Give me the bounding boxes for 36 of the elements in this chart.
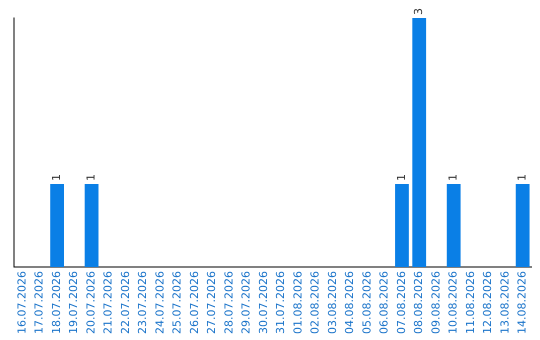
x-tick-label: 20.07.2026 (84, 271, 98, 334)
x-tick-label: 08.08.2026 (412, 271, 426, 334)
x-tick-label: 19.07.2026 (67, 271, 80, 334)
x-tick-label: 21.07.2026 (102, 271, 115, 334)
x-tick-label: 07.08.2026 (394, 271, 408, 334)
data-label: 1 (84, 174, 98, 182)
x-tick-label: 24.07.2026 (153, 271, 166, 334)
x-tick-label: 14.08.2026 (516, 271, 529, 334)
x-tick-label: 12.08.2026 (481, 271, 494, 334)
x-tick-label: 04.08.2026 (343, 271, 356, 334)
x-tick-label: 10.08.2026 (446, 271, 460, 334)
data-label: 1 (516, 174, 529, 182)
x-tick-label: 25.07.2026 (170, 271, 184, 334)
x-tick-label: 02.08.2026 (308, 271, 322, 334)
data-label: 1 (50, 174, 63, 182)
x-tick-label: 27.07.2026 (205, 271, 218, 334)
x-tick-label: 26.07.2026 (188, 271, 201, 334)
data-label: 1 (446, 174, 460, 182)
data-label: 1 (394, 174, 408, 182)
x-tick-label: 17.07.2026 (32, 271, 46, 334)
x-tick-label: 06.08.2026 (378, 271, 391, 334)
x-tick-label: 18.07.2026 (50, 271, 63, 334)
x-tick-label: 13.08.2026 (498, 271, 512, 334)
x-tick-label: 28.07.2026 (222, 271, 236, 334)
x-tick-label: 03.08.2026 (326, 271, 339, 334)
data-label: 3 (412, 8, 426, 15)
x-tick-label: 29.07.2026 (240, 271, 253, 334)
x-tick-label: 31.07.2026 (274, 271, 288, 334)
x-tick-label: 22.07.2026 (118, 271, 132, 334)
x-tick-label: 16.07.2026 (15, 271, 28, 334)
x-tick-label: 01.08.2026 (291, 271, 304, 334)
x-tick-label: 11.08.2026 (464, 271, 477, 334)
x-tick-label: 23.07.2026 (136, 271, 150, 334)
x-tick-label: 30.07.2026 (256, 271, 270, 334)
x-tick-label: 05.08.2026 (360, 271, 374, 334)
x-tick-label: 09.08.2026 (429, 271, 442, 334)
